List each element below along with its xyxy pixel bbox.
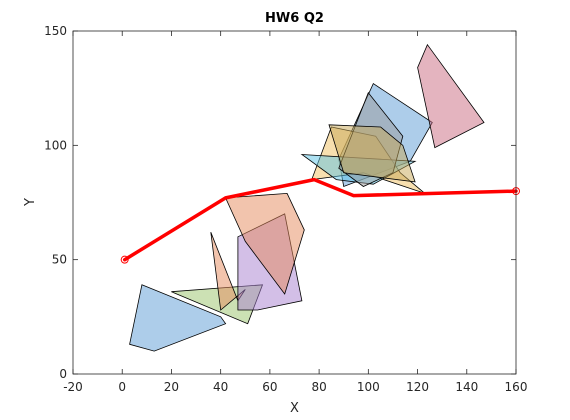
y-tick-label: 150	[44, 24, 67, 38]
x-axis-label: X	[290, 401, 299, 416]
x-tick-label: 100	[357, 380, 380, 394]
y-tick-label: 0	[59, 367, 67, 381]
start-point-marker	[120, 255, 129, 264]
x-tick-label: 40	[213, 380, 228, 394]
obstacle-polygon-11	[417, 43, 485, 149]
y-tick-label: 50	[52, 253, 67, 267]
x-tick-label: 0	[118, 380, 126, 394]
x-tick-label: 120	[406, 380, 429, 394]
x-tick-label: 160	[505, 380, 528, 394]
x-tick-label: 20	[164, 380, 179, 394]
obstacle-polygon-10	[328, 124, 416, 183]
obstacle-polygon-5	[224, 192, 305, 295]
x-tick-label: -20	[63, 380, 83, 394]
y-axis-label: Y	[23, 198, 38, 207]
x-tick-label: 140	[455, 380, 478, 394]
obstacles-layer	[129, 43, 485, 352]
obstacle-polygon-1	[129, 284, 227, 352]
x-tick-label: 60	[262, 380, 277, 394]
axes-frame	[72, 30, 517, 375]
chart-title: HW6 Q2	[265, 11, 324, 26]
path-line-1	[122, 177, 518, 262]
x-tick-label: 80	[311, 380, 326, 394]
y-tick-label: 100	[44, 138, 67, 152]
axes-box	[72, 30, 517, 375]
